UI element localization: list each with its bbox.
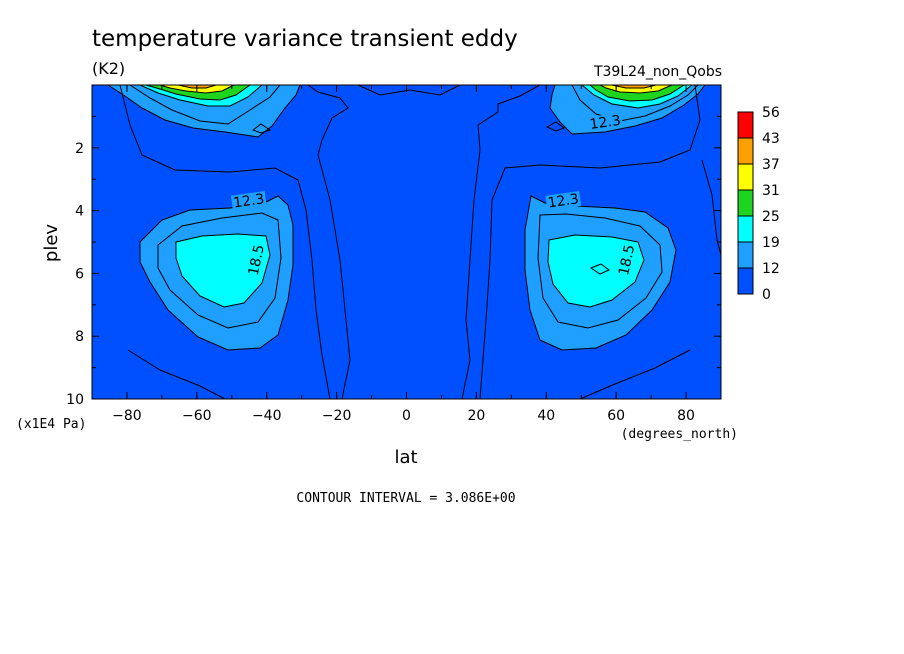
contour-line-9-south-outer <box>119 84 331 400</box>
y-tick-label: 2 <box>75 141 84 157</box>
y-axis-label: plev <box>41 224 62 263</box>
chart-units: (K2) <box>92 59 125 78</box>
contour-interval-label: CONTOUR INTERVAL = 3.086E+00 <box>296 491 515 506</box>
contour-label: 18.5 <box>615 241 638 279</box>
x-tick-label: 40 <box>537 408 555 424</box>
contour-line-16-upper-south <box>128 84 282 125</box>
contour-line-9-north-side <box>701 159 722 256</box>
colorbar-swatch <box>737 111 754 139</box>
x-tick-label: −40 <box>252 408 282 424</box>
chart-title: temperature variance transient eddy <box>92 26 518 52</box>
colorbar-swatch <box>737 241 754 269</box>
contour-line-9-north-lower <box>579 349 691 400</box>
x-axis: −80 −60 −40 −20 0 20 40 60 80 <box>91 85 722 424</box>
colorbar-swatch <box>737 137 754 165</box>
contour-label-text: 12.3 <box>589 113 622 133</box>
contour-line-9-south-lower <box>127 349 226 400</box>
colorbar-label: 31 <box>762 183 780 199</box>
x-tick-label: 20 <box>467 408 485 424</box>
contour-label-bg <box>615 241 638 279</box>
y-tick-label: 6 <box>75 266 84 282</box>
contour-line-16-upper-north <box>571 84 700 122</box>
contour-label: 18.5 <box>245 241 268 279</box>
x-tick-label: 80 <box>677 408 695 424</box>
x-axis-units: (degrees_north) <box>621 427 738 442</box>
y-tick-label: 8 <box>75 329 84 345</box>
contour-line-equator-south <box>307 84 351 400</box>
y-tick-label: 10 <box>66 392 84 408</box>
contour-fill-19-south <box>175 233 271 308</box>
contour-label-text: 18.5 <box>616 243 638 277</box>
contour-label: 12.3 <box>587 112 624 133</box>
y-axis-units: (x1E4 Pa) <box>16 417 86 432</box>
plot-area <box>91 84 722 400</box>
x-tick-label: −20 <box>322 408 352 424</box>
contour-label: 12.3 <box>230 191 267 211</box>
colorbar-label: 0 <box>762 287 771 303</box>
x-tick-label: −60 <box>182 408 212 424</box>
x-tick-label: 60 <box>607 408 625 424</box>
colorbar-label: 12 <box>762 261 780 277</box>
colorbar-swatch <box>737 215 754 243</box>
contour-label-bg <box>587 112 624 133</box>
contour-line-equator-top <box>357 84 461 96</box>
contour-labels: 12.3 18.5 12.3 18.5 12.3 <box>230 112 638 279</box>
dataset-label: T39L24_non_Qobs <box>593 64 722 80</box>
contour-label-bg <box>245 241 268 279</box>
colorbar-label: 19 <box>762 235 780 251</box>
contour-line-small-south <box>251 123 272 134</box>
contour-label-text: 18.5 <box>246 243 268 277</box>
contour-line-16-south <box>157 212 282 329</box>
contour-line-22-north <box>589 263 610 275</box>
contour-label-bg <box>545 191 582 211</box>
colorbar-swatch <box>737 189 754 217</box>
contour-line-small-north <box>545 121 566 132</box>
colorbar-label: 37 <box>762 157 780 173</box>
y-axis: 2 4 6 8 10 <box>66 115 721 408</box>
contour-line-16-north <box>537 213 663 329</box>
x-tick-label: 0 <box>402 408 411 424</box>
contour-line-equator-north <box>461 84 541 400</box>
contour-label: 12.3 <box>545 191 582 211</box>
y-tick-label: 4 <box>75 204 84 220</box>
colorbar-swatch <box>737 163 754 191</box>
x-tick-label: −80 <box>112 408 142 424</box>
contour-line-9-north-outer <box>479 84 701 400</box>
colorbar: 56 43 37 31 25 19 12 0 <box>737 105 780 303</box>
x-axis-label: lat <box>394 447 417 468</box>
contour-label-bg <box>230 191 267 211</box>
colorbar-label: 25 <box>762 209 780 225</box>
contour-label-text: 12.3 <box>547 191 580 211</box>
contour-fill-12-upper-south <box>106 84 301 138</box>
colorbar-label: 56 <box>762 105 780 121</box>
colorbar-label: 43 <box>762 131 780 147</box>
colorbar-swatch <box>737 267 754 295</box>
contour-label-text: 12.3 <box>232 191 265 211</box>
